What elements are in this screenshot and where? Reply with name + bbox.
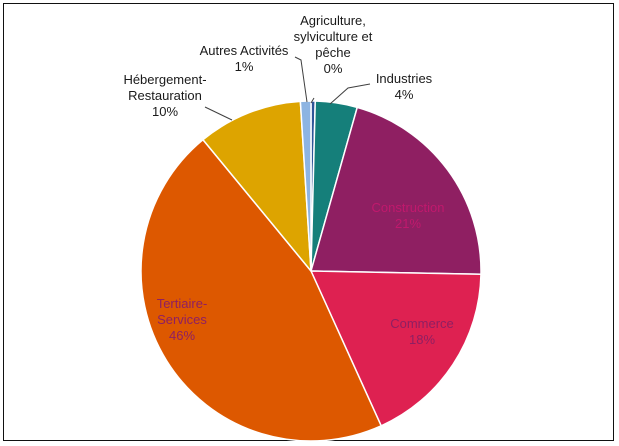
slice-label-agriculture-sylviculture-et-peche: Agriculture, sylviculture et pêche 0% — [294, 13, 373, 76]
slice-label-autres-activites: Autres Activités 1% — [200, 43, 289, 74]
slice-name-line: Autres Activités — [200, 43, 289, 58]
slice-label-construction: Construction 21% — [372, 200, 445, 231]
slice-name-line: Tertiaire- — [157, 296, 208, 311]
leader-line-agriculture-sylviculture-et-peche — [310, 97, 315, 104]
leader-line-hebergement-restauration — [204, 106, 233, 121]
slice-percent: 18% — [409, 332, 435, 347]
slice-percent: 4% — [395, 87, 414, 102]
slice-label-commerce: Commerce 18% — [390, 316, 454, 347]
slice-name-line: Industries — [376, 71, 433, 86]
pie-slice-hebergement-restauration — [201, 100, 312, 274]
leader-line-autres-activites — [294, 56, 308, 103]
slice-percent: 21% — [395, 216, 421, 231]
slice-label-industries: Industries 4% — [376, 71, 433, 102]
slice-percent: 46% — [169, 328, 195, 343]
slice-name-line: Commerce — [390, 316, 454, 331]
leader-lines — [204, 56, 371, 121]
slice-name-line: Hébergement- — [123, 72, 206, 87]
slice-percent: 1% — [235, 59, 254, 74]
slice-name-line: Restauration — [128, 88, 202, 103]
slice-name-line: Services — [157, 312, 207, 327]
pie-slice-autres-activites — [299, 100, 312, 272]
slice-name-line: Construction — [372, 200, 445, 215]
pie-slice-construction — [310, 106, 482, 275]
slice-label-hebergement-restauration: Hébergement-Restauration 10% — [123, 72, 206, 119]
slice-percent: 10% — [152, 104, 178, 119]
pie-slice-tertiaire-services — [140, 138, 383, 442]
slice-percent: 0% — [324, 61, 343, 76]
slice-name-line: pêche — [315, 45, 350, 60]
pie-slices — [140, 100, 482, 442]
slice-name-line: Agriculture, — [300, 13, 366, 28]
slice-name-line: sylviculture et — [294, 29, 373, 44]
slice-labels: Agriculture, sylviculture et pêche 0%Indust… — [123, 13, 453, 347]
pie-slice-commerce — [309, 270, 482, 427]
slice-label-tertiaire-services: Tertiaire-Services 46% — [157, 296, 208, 343]
leader-line-industries — [329, 83, 371, 105]
